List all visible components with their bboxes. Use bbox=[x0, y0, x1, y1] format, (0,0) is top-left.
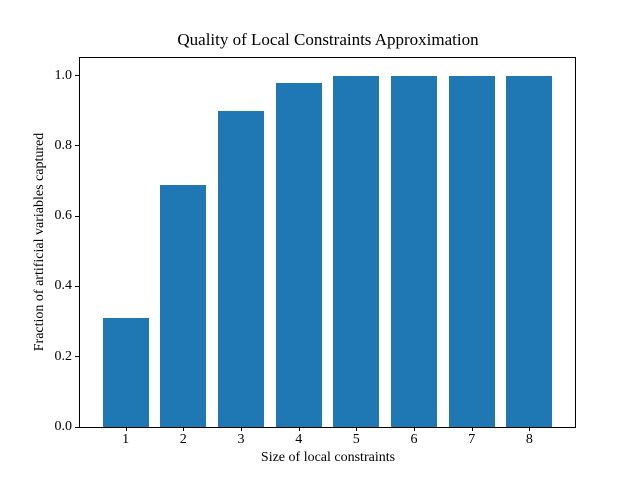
y-tick-label: 0.2 bbox=[54, 348, 73, 364]
y-tick-mark bbox=[75, 356, 79, 358]
bar-8 bbox=[506, 75, 553, 427]
bar-7 bbox=[448, 75, 495, 427]
bar-1 bbox=[102, 318, 149, 427]
bar-5 bbox=[333, 75, 380, 427]
x-tick-label: 3 bbox=[237, 432, 245, 447]
x-tick-mark bbox=[298, 427, 300, 431]
y-tick-mark bbox=[75, 285, 79, 287]
x-tick-mark bbox=[241, 427, 242, 431]
x-tick-label: 6 bbox=[410, 432, 418, 447]
y-tick-mark bbox=[75, 145, 79, 147]
x-tick-mark bbox=[183, 427, 185, 431]
bar-4 bbox=[275, 82, 322, 427]
x-tick-label: 2 bbox=[179, 432, 187, 447]
y-tick-label: 0.6 bbox=[54, 208, 73, 224]
bar-6 bbox=[391, 75, 438, 427]
y-tick-label: 0.8 bbox=[54, 137, 73, 153]
x-tick-label: 7 bbox=[468, 432, 476, 447]
y-tick-label: 0.4 bbox=[54, 278, 73, 294]
x-tick-mark bbox=[125, 427, 127, 431]
x-tick-label: 8 bbox=[525, 432, 533, 447]
x-tick-label: 4 bbox=[295, 432, 303, 447]
x-tick-mark bbox=[414, 427, 415, 431]
y-axis-label: Fraction of artificial variables capture… bbox=[32, 132, 47, 352]
y-tick-mark bbox=[75, 75, 79, 77]
x-tick-mark bbox=[529, 427, 531, 431]
bar-3 bbox=[217, 110, 265, 427]
y-tick-label: 0.0 bbox=[54, 419, 73, 434]
y-tick-label: 1.0 bbox=[54, 67, 73, 83]
x-tick-label: 1 bbox=[122, 432, 130, 447]
x-tick-label: 5 bbox=[352, 432, 360, 447]
x-axis-label: Size of local constraints bbox=[260, 450, 396, 465]
y-tick-mark bbox=[75, 426, 79, 428]
x-tick-mark bbox=[356, 427, 358, 431]
chart-title: Quality of Local Constraints Approximati… bbox=[177, 30, 479, 49]
plot-area: 1 2 3 4 5 6 7 8 0.0 0.2 0.4 0.6 0.8 1.0 bbox=[55, 57, 576, 447]
bar-2 bbox=[160, 184, 207, 427]
x-tick-mark bbox=[471, 427, 473, 431]
y-tick-mark bbox=[75, 215, 79, 217]
